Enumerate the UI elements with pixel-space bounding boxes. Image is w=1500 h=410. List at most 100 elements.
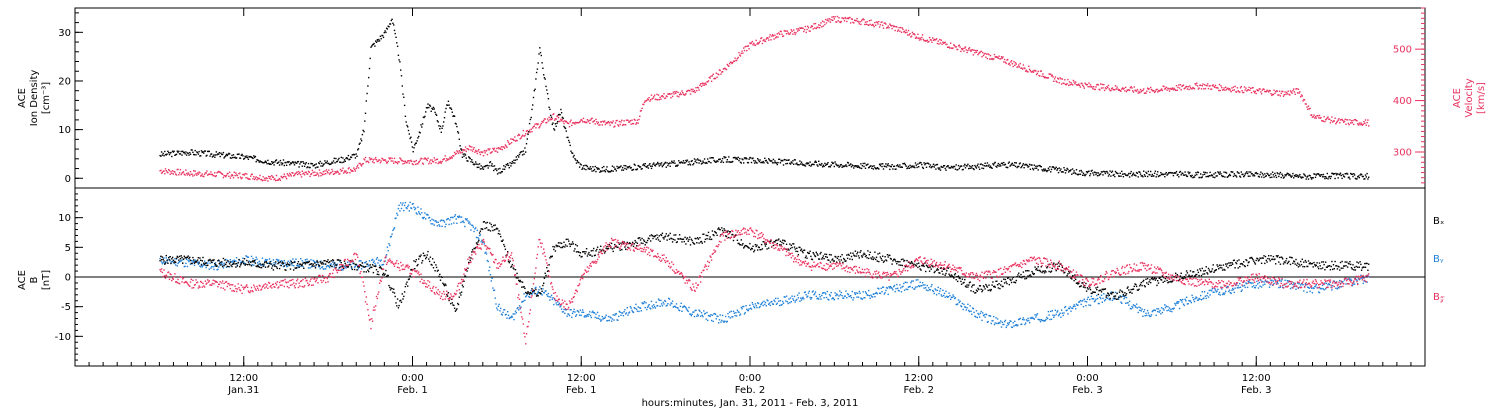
data-point bbox=[1323, 115, 1325, 118]
data-point bbox=[222, 257, 225, 260]
data-point bbox=[1153, 309, 1156, 311]
data-point bbox=[272, 259, 275, 261]
data-point bbox=[349, 172, 351, 174]
data-point bbox=[661, 95, 664, 97]
data-point bbox=[881, 291, 883, 293]
data-point bbox=[993, 315, 995, 318]
data-point bbox=[398, 59, 400, 61]
data-point bbox=[178, 153, 181, 155]
data-point bbox=[1119, 295, 1121, 297]
data-point bbox=[785, 163, 787, 165]
data-point bbox=[683, 162, 685, 164]
data-point bbox=[183, 255, 185, 257]
data-point bbox=[497, 305, 500, 307]
data-point bbox=[1240, 171, 1242, 173]
data-point bbox=[882, 27, 885, 29]
data-point bbox=[800, 163, 802, 165]
data-point bbox=[705, 318, 707, 320]
data-point bbox=[1156, 308, 1158, 310]
data-point bbox=[999, 163, 1001, 166]
data-point bbox=[428, 161, 431, 163]
data-point bbox=[485, 251, 487, 253]
data-point bbox=[407, 129, 410, 132]
data-point bbox=[686, 90, 689, 92]
data-point bbox=[885, 289, 887, 292]
data-point bbox=[555, 118, 557, 120]
data-point bbox=[512, 162, 514, 164]
data-point bbox=[745, 157, 747, 159]
data-point bbox=[420, 208, 422, 210]
x-tick-label-date: Feb. 3 bbox=[1241, 385, 1271, 396]
data-point bbox=[1151, 173, 1153, 176]
data-point bbox=[800, 27, 802, 29]
data-point bbox=[1261, 89, 1264, 91]
data-point bbox=[953, 165, 956, 168]
data-point bbox=[700, 315, 702, 317]
data-point bbox=[907, 288, 909, 291]
data-point bbox=[168, 257, 170, 259]
data-point bbox=[903, 282, 905, 285]
data-point bbox=[518, 133, 520, 136]
data-point bbox=[1217, 288, 1219, 291]
data-point bbox=[1179, 299, 1182, 301]
data-point bbox=[624, 124, 626, 126]
data-point bbox=[875, 168, 878, 170]
data-point bbox=[661, 165, 664, 168]
data-point bbox=[632, 311, 634, 313]
data-point bbox=[891, 164, 893, 166]
data-point bbox=[1263, 281, 1265, 283]
data-point bbox=[460, 221, 462, 224]
data-point bbox=[1278, 90, 1281, 92]
data-point bbox=[890, 25, 892, 27]
data-point bbox=[1103, 83, 1105, 86]
data-point bbox=[1296, 174, 1299, 177]
data-point bbox=[926, 39, 928, 41]
data-point bbox=[1131, 175, 1133, 177]
data-point bbox=[377, 40, 379, 42]
data-point bbox=[976, 49, 978, 52]
data-point bbox=[902, 285, 904, 288]
data-point bbox=[660, 98, 662, 100]
data-point bbox=[1109, 299, 1111, 301]
data-point bbox=[463, 221, 465, 224]
data-point bbox=[508, 143, 510, 145]
data-point bbox=[1008, 322, 1010, 324]
data-point bbox=[513, 159, 515, 161]
data-point bbox=[170, 151, 172, 154]
data-point bbox=[1358, 122, 1360, 124]
data-point bbox=[418, 131, 421, 133]
data-point bbox=[784, 296, 786, 298]
data-point bbox=[458, 138, 460, 140]
data-point bbox=[479, 234, 482, 236]
data-point bbox=[187, 259, 189, 262]
data-point bbox=[375, 258, 378, 260]
data-point bbox=[501, 171, 503, 173]
data-point bbox=[1102, 297, 1104, 300]
data-point bbox=[409, 201, 411, 204]
data-point bbox=[592, 166, 594, 168]
data-point bbox=[936, 289, 939, 292]
data-point bbox=[357, 148, 360, 150]
data-point bbox=[1165, 305, 1167, 307]
data-point bbox=[1339, 172, 1342, 174]
data-point bbox=[506, 317, 508, 319]
data-point bbox=[358, 260, 360, 262]
data-point bbox=[1215, 87, 1217, 89]
data-point bbox=[546, 93, 549, 95]
data-point bbox=[1118, 298, 1120, 300]
data-point bbox=[981, 56, 983, 58]
data-point bbox=[914, 34, 916, 36]
data-point bbox=[1040, 70, 1042, 72]
data-point bbox=[1273, 89, 1275, 91]
data-point bbox=[1168, 309, 1170, 311]
data-point bbox=[160, 169, 162, 172]
data-point bbox=[685, 160, 688, 163]
data-point bbox=[1041, 169, 1043, 171]
data-point bbox=[1175, 89, 1177, 91]
data-point bbox=[193, 170, 195, 172]
data-point bbox=[596, 123, 599, 125]
data-point bbox=[390, 19, 392, 22]
data-point bbox=[489, 152, 492, 154]
data-point bbox=[778, 158, 780, 160]
